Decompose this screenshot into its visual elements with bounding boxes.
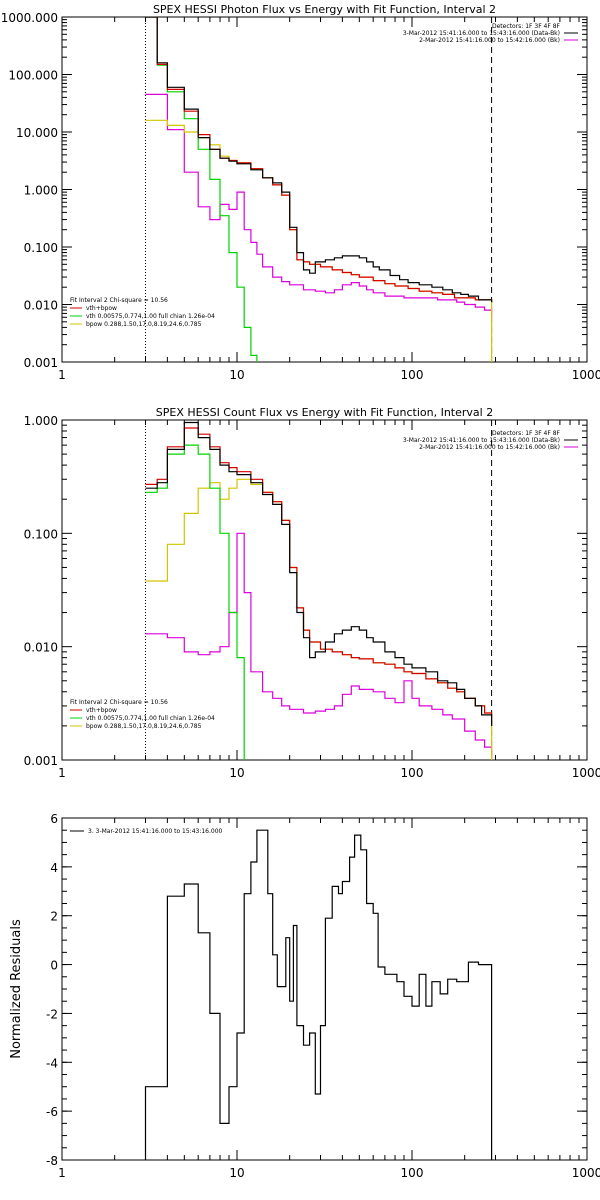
legend-entry: vth+bpow	[86, 707, 117, 714]
y-axis: -8 -6 -4 -2 0 2 4 6	[46, 812, 587, 1168]
x-tick-label: 1000	[572, 766, 600, 780]
y-axis: 0.001 0.010 0.100 1.000 10.000 100.000 1000.00…	[1, 11, 587, 370]
y-tick-label: -2	[46, 1007, 58, 1021]
series-line-data	[145, 17, 493, 303]
series-line-data	[144, 829, 493, 1160]
x-tick-label: 10	[229, 1166, 244, 1180]
legend-title: Fit Interval 2 Chi-square = 10.56	[70, 699, 168, 706]
y-tick-label: 1.000	[24, 184, 58, 198]
chart-panel-2: SPEX HESSI Count Flux vs Energy with Fit…	[24, 406, 600, 780]
y-tick-label: -8	[46, 1154, 58, 1168]
header-line: 3-Mar-2012 15:41:16.000 to 15:43:16.000 …	[403, 30, 560, 37]
y-tick-label: 0.010	[24, 299, 58, 313]
legend-entry: bpow 0.288,1.50,17.0,8.19,24.6,0.785	[86, 723, 202, 730]
legend-entry: 3. 3-Mar-2012 15:41:16.000 to 15:43:16.0…	[88, 828, 223, 835]
x-tick-label: 1	[58, 766, 66, 780]
plot-frame	[61, 16, 588, 363]
y-tick-label: 4	[50, 861, 58, 875]
header-line: 3-Mar-2012 15:41:16.000 to 15:43:16.000 …	[403, 437, 560, 444]
header-line: Detectors: 1F 3F 4F 8F	[492, 23, 561, 30]
y-tick-label: 0	[50, 959, 58, 973]
legend-entry: bpow 0.288,1.50,17.0,8.19,24.6,0.785	[86, 321, 202, 328]
x-tick-label: 1	[58, 368, 66, 382]
legend-title: Fit Interval 2 Chi-square = 10.56	[70, 297, 168, 304]
chart-title: SPEX HESSI Count Flux vs Energy with Fit…	[156, 406, 493, 419]
y-tick-label: 0.100	[24, 241, 58, 255]
x-tick-label: 100	[401, 766, 424, 780]
series-line-background	[145, 93, 493, 318]
header-line: 2-Mar-2012 15:41:16.000 to 15:42:16.000 …	[419, 444, 560, 451]
y-tick-label: 0.001	[24, 356, 58, 370]
y-tick-label: -4	[46, 1056, 58, 1070]
x-tick-label: 1000	[572, 1166, 600, 1180]
x-tick-label: 100	[401, 368, 424, 382]
x-tick-label: 1	[58, 1166, 66, 1180]
series-line-total	[145, 17, 493, 303]
header-line: 2-Mar-2012 15:41:16.000 to 15:42:16.000 …	[419, 37, 560, 44]
series-line-data	[145, 421, 493, 726]
series-line-thermal	[145, 444, 245, 760]
y-tick-label: 0.100	[24, 527, 58, 541]
x-tick-label: 100	[401, 1166, 424, 1180]
x-tick-label: 10	[229, 368, 244, 382]
y-tick-label: 1000.000	[1, 11, 58, 25]
x-tick-label: 10	[229, 766, 244, 780]
plot-frame	[61, 419, 588, 761]
series-line-thermal	[145, 17, 258, 362]
y-tick-label: 0.010	[24, 641, 58, 655]
y-tick-label: 1.000	[24, 414, 58, 428]
y-axis: 0.001 0.010 0.100 1.000	[24, 414, 587, 768]
series-line-background	[145, 532, 493, 760]
y-tick-label: 2	[50, 910, 58, 924]
x-axis: 1 10 100 1000	[58, 17, 600, 382]
chart-title: SPEX HESSI Photon Flux vs Energy with Fi…	[153, 3, 496, 16]
plot-frame	[61, 817, 588, 1161]
x-tick-label: 1000	[572, 368, 600, 382]
y-axis-label: Normalized Residuals	[9, 919, 24, 1059]
header-line: Detectors: 1F 3F 4F 8F	[492, 430, 561, 437]
x-axis: 1 10 100 1000	[58, 818, 600, 1180]
y-tick-label: 6	[50, 812, 58, 826]
legend-entry: vth 0.00575,0.774,1.00 full chian 1.26e-…	[86, 313, 215, 320]
chart-panel-1: SPEX HESSI Photon Flux vs Energy with Fi…	[1, 3, 600, 382]
y-tick-label: 0.001	[24, 754, 58, 768]
y-tick-label: 10.000	[16, 126, 58, 140]
legend-entry: vth+bpow	[86, 305, 117, 312]
y-tick-label: -6	[46, 1105, 58, 1119]
legend-entry: vth 0.00575,0.774,1.00 full chian 1.26e-…	[86, 715, 215, 722]
chart-panel-3: 1 10 100 1000 -8 -6 -4 -2 0 2 4 6 Normalized Residua…	[9, 812, 600, 1180]
y-tick-label: 100.000	[8, 69, 58, 83]
